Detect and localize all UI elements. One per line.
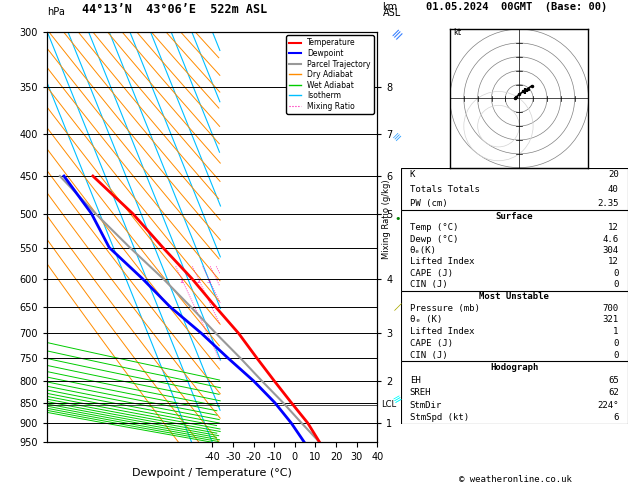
Text: —: — <box>390 299 405 313</box>
Text: ≡: ≡ <box>391 392 404 405</box>
Text: Lifted Index: Lifted Index <box>409 327 474 336</box>
Text: 0: 0 <box>613 280 619 289</box>
Text: 1: 1 <box>613 327 619 336</box>
Text: 40: 40 <box>608 185 619 193</box>
Text: 6: 6 <box>613 414 619 422</box>
Text: CAPE (J): CAPE (J) <box>409 339 453 348</box>
Text: θₑ(K): θₑ(K) <box>409 246 437 255</box>
Text: Most Unstable: Most Unstable <box>479 292 549 301</box>
Text: Dewp (°C): Dewp (°C) <box>409 235 458 243</box>
Legend: Temperature, Dewpoint, Parcel Trajectory, Dry Adiabat, Wet Adiabat, Isotherm, Mi: Temperature, Dewpoint, Parcel Trajectory… <box>286 35 374 114</box>
Text: 2.35: 2.35 <box>597 199 619 208</box>
Text: PW (cm): PW (cm) <box>409 199 447 208</box>
X-axis label: Dewpoint / Temperature (°C): Dewpoint / Temperature (°C) <box>132 468 292 478</box>
Text: CIN (J): CIN (J) <box>409 280 447 289</box>
Text: 1: 1 <box>179 278 184 283</box>
Text: Hodograph: Hodograph <box>490 363 538 372</box>
Text: LCL: LCL <box>381 400 396 409</box>
Text: CIN (J): CIN (J) <box>409 351 447 360</box>
Text: StmSpd (kt): StmSpd (kt) <box>409 414 469 422</box>
Text: 12: 12 <box>608 258 619 266</box>
Text: km: km <box>382 2 398 12</box>
Text: 65: 65 <box>608 376 619 384</box>
Text: 20: 20 <box>608 170 619 179</box>
Text: θₑ (K): θₑ (K) <box>409 315 442 325</box>
Text: Pressure (mb): Pressure (mb) <box>409 304 480 313</box>
Text: 0: 0 <box>613 339 619 348</box>
Text: 0: 0 <box>613 351 619 360</box>
Text: SREH: SREH <box>409 388 431 397</box>
Text: K: K <box>409 170 415 179</box>
Text: 44°13’N  43°06’E  522m ASL: 44°13’N 43°06’E 522m ASL <box>82 2 267 16</box>
Text: Mixing Ratio (g/kg): Mixing Ratio (g/kg) <box>382 179 391 259</box>
Text: 304: 304 <box>603 246 619 255</box>
Text: 700: 700 <box>603 304 619 313</box>
Text: 0: 0 <box>613 269 619 278</box>
Text: ≡: ≡ <box>389 25 406 43</box>
Text: © weatheronline.co.uk: © weatheronline.co.uk <box>459 474 572 484</box>
Text: ASL: ASL <box>382 8 401 18</box>
Text: 321: 321 <box>603 315 619 325</box>
Text: StmDir: StmDir <box>409 401 442 410</box>
Text: 224°: 224° <box>597 401 619 410</box>
Text: 3: 3 <box>206 278 211 283</box>
Text: Totals Totals: Totals Totals <box>409 185 480 193</box>
Text: Lifted Index: Lifted Index <box>409 258 474 266</box>
Text: EH: EH <box>409 376 421 384</box>
Text: •: • <box>394 214 401 224</box>
Text: ≡: ≡ <box>391 129 404 143</box>
Text: kt: kt <box>453 28 461 37</box>
Text: hPa: hPa <box>47 7 65 17</box>
Text: 01.05.2024  00GMT  (Base: 00): 01.05.2024 00GMT (Base: 00) <box>426 2 608 12</box>
Text: 4.6: 4.6 <box>603 235 619 243</box>
Text: 2: 2 <box>196 278 200 283</box>
Text: CAPE (J): CAPE (J) <box>409 269 453 278</box>
Text: Surface: Surface <box>496 212 533 221</box>
Text: 12: 12 <box>608 223 619 232</box>
Text: Temp (°C): Temp (°C) <box>409 223 458 232</box>
Text: 62: 62 <box>608 388 619 397</box>
